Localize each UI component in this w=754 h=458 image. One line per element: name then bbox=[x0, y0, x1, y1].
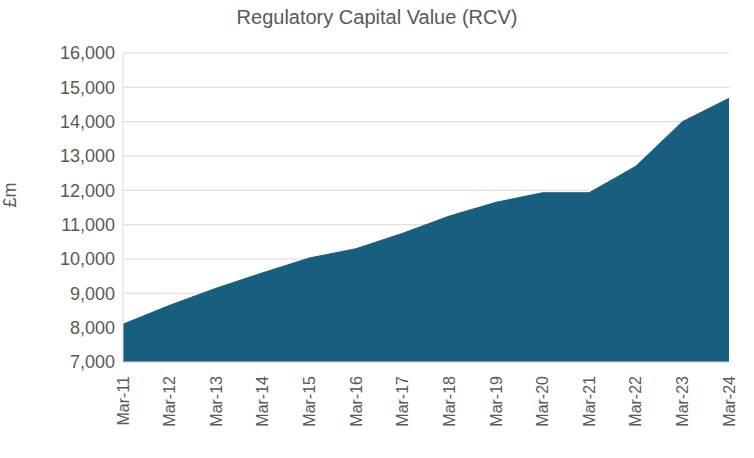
svg-text:Mar-20: Mar-20 bbox=[534, 376, 551, 427]
svg-text:14,000: 14,000 bbox=[60, 112, 115, 132]
svg-text:11,000: 11,000 bbox=[61, 215, 115, 235]
svg-text:8,000: 8,000 bbox=[70, 318, 115, 338]
svg-text:Mar-12: Mar-12 bbox=[161, 376, 178, 427]
svg-text:Mar-23: Mar-23 bbox=[674, 376, 691, 427]
svg-text:Mar-19: Mar-19 bbox=[488, 376, 505, 427]
svg-text:10,000: 10,000 bbox=[60, 249, 115, 269]
svg-text:15,000: 15,000 bbox=[60, 78, 115, 98]
svg-text:13,000: 13,000 bbox=[60, 146, 115, 166]
svg-text:Mar-21: Mar-21 bbox=[581, 376, 598, 427]
svg-text:Mar-14: Mar-14 bbox=[254, 376, 271, 427]
svg-text:16,000: 16,000 bbox=[60, 43, 115, 63]
svg-text:£m: £m bbox=[8, 182, 20, 207]
svg-text:Mar-17: Mar-17 bbox=[394, 376, 411, 427]
svg-text:Mar-24: Mar-24 bbox=[721, 376, 738, 427]
html-text:Regulatory Capital Value (RCV): Regulatory Capital Value (RCV) bbox=[236, 6, 518, 28]
svg-text:Mar-15: Mar-15 bbox=[301, 376, 318, 427]
svg-text:Mar-22: Mar-22 bbox=[627, 376, 644, 427]
svg-text:Mar-11: Mar-11 bbox=[115, 376, 132, 426]
svg-text:Mar-18: Mar-18 bbox=[441, 376, 458, 427]
svg-text:Mar-16: Mar-16 bbox=[348, 376, 365, 427]
svg-text:Mar-13: Mar-13 bbox=[208, 376, 225, 427]
svg-text:12,000: 12,000 bbox=[60, 181, 115, 201]
svg-text:9,000: 9,000 bbox=[70, 284, 115, 304]
svg-text:7,000: 7,000 bbox=[70, 352, 115, 372]
